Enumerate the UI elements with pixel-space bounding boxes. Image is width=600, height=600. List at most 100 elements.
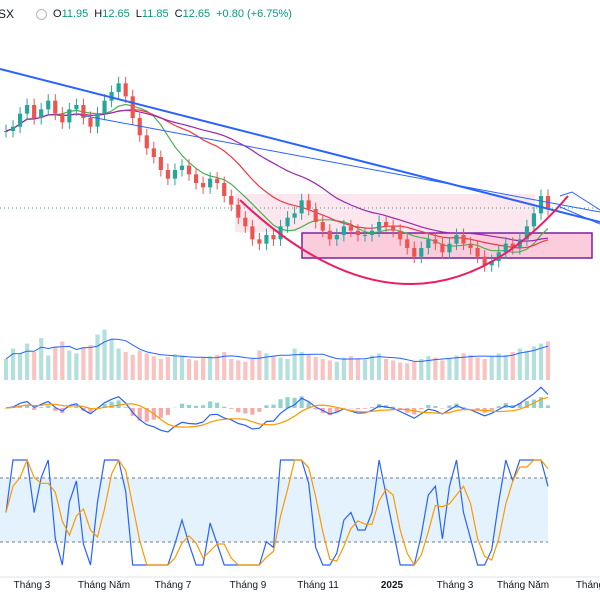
- candle-body: [95, 113, 100, 127]
- candle-body: [426, 239, 431, 248]
- volume-bar: [517, 348, 522, 380]
- candle-body: [489, 261, 494, 266]
- trendline: [0, 68, 600, 223]
- candle-body: [130, 96, 135, 118]
- volume-bar: [179, 355, 185, 380]
- candle-body: [236, 204, 241, 218]
- volume-bar: [538, 343, 544, 380]
- projection-arrow: [557, 191, 600, 225]
- macd-histogram-bar: [405, 408, 410, 413]
- ohlc-low: L11.85: [135, 8, 169, 20]
- candle-body: [257, 239, 262, 244]
- macd-histogram-bar: [299, 396, 304, 408]
- volume-bar: [95, 334, 100, 380]
- macd-histogram-bar: [496, 406, 501, 408]
- volume-bar: [222, 352, 227, 380]
- volume-bar: [81, 347, 86, 380]
- volume-bar: [461, 353, 466, 380]
- volume-bar: [32, 352, 37, 380]
- volume-bar: [39, 338, 44, 380]
- macd-histogram-bar: [334, 408, 339, 413]
- macd-histogram-bar: [313, 408, 318, 410]
- candle-body: [137, 118, 142, 136]
- price-change: +0.80 (+6.75%): [216, 8, 292, 20]
- macd-histogram-bar: [545, 405, 551, 408]
- volume-bar: [46, 355, 51, 380]
- volume-bar: [285, 359, 290, 380]
- candle-body: [482, 256, 487, 266]
- time-axis[interactable]: Tháng 3 Tháng Năm Tháng 7 Tháng 9 Tháng …: [0, 578, 600, 596]
- macd-histogram-bar: [158, 408, 163, 418]
- macd-histogram-bar: [271, 404, 276, 408]
- volume-bar: [172, 354, 178, 380]
- volume-bar: [151, 356, 156, 380]
- volume-bar: [433, 357, 438, 380]
- candle-body: [384, 222, 389, 227]
- candle-body: [229, 196, 234, 205]
- macd-histogram-bar: [362, 408, 368, 409]
- volume-bar: [123, 352, 128, 380]
- candle-body: [39, 109, 44, 118]
- candle-body: [3, 131, 9, 132]
- volume-bar: [398, 362, 403, 380]
- symbol-label[interactable]: SX: [0, 7, 15, 21]
- candle-body: [53, 100, 58, 114]
- candle-body: [299, 200, 304, 214]
- macd-histogram-bar: [327, 408, 332, 416]
- candle-body: [215, 178, 220, 183]
- x-tick-year: 2025: [380, 580, 404, 591]
- x-tick: Tháng 3: [436, 580, 474, 591]
- candle-body: [313, 209, 318, 222]
- volume-bar: [236, 360, 241, 380]
- macd-histogram-bar: [179, 403, 185, 408]
- macd-histogram-bar: [201, 405, 206, 408]
- volume-bar: [426, 356, 431, 380]
- volume-bar: [144, 353, 149, 380]
- volume-bar: [271, 355, 276, 380]
- volume-bar: [292, 348, 297, 380]
- candle-body: [503, 243, 508, 253]
- volume-bar: [384, 359, 389, 380]
- candle-body: [391, 226, 396, 231]
- volume-bar: [53, 346, 58, 380]
- volume-bar: [503, 354, 508, 380]
- candle-body: [46, 100, 51, 110]
- candle-body: [88, 118, 93, 127]
- ohlc-close: C12.65: [174, 8, 211, 20]
- candle-body: [74, 105, 79, 110]
- candle-body: [538, 196, 544, 214]
- x-tick: Tháng 9: [229, 580, 267, 591]
- candle-body: [10, 126, 16, 131]
- volume-bar: [447, 359, 452, 380]
- candle-body: [468, 243, 473, 248]
- macd-histogram-bar: [39, 407, 44, 408]
- macd-histogram-bar: [46, 405, 51, 408]
- macd-histogram-bar: [250, 408, 255, 415]
- candle-body: [81, 105, 86, 118]
- candle-body: [412, 248, 417, 257]
- macd-histogram-bar: [137, 408, 142, 421]
- candle-body: [165, 170, 170, 179]
- candle-body: [32, 105, 37, 118]
- x-tick: Tháng Năm: [496, 580, 550, 591]
- candle-body: [186, 165, 192, 175]
- volume-bar: [201, 357, 206, 380]
- volume-bar: [475, 357, 480, 380]
- candle-body: [102, 100, 107, 114]
- volume-bar: [327, 360, 332, 380]
- chart-header: SX O11.95 H12.65 L11.85 C12.65 +0.80 (+6…: [0, 4, 292, 24]
- macd-histogram-bar: [391, 406, 396, 408]
- volume-bar: [10, 348, 16, 380]
- macd-histogram-bar: [433, 405, 438, 408]
- candle-body: [264, 235, 269, 244]
- ohlc-high: H12.65: [94, 8, 130, 20]
- x-tick: Tháng 3: [13, 580, 51, 591]
- macd-histogram-bar: [67, 407, 72, 408]
- volume-bar: [25, 343, 30, 380]
- candle-body: [454, 235, 459, 244]
- candle-body: [510, 243, 515, 248]
- volume-bar: [102, 329, 107, 380]
- candle-body: [531, 213, 537, 227]
- volume-bar: [348, 356, 353, 380]
